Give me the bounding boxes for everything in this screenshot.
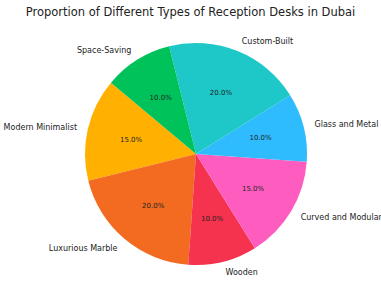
slice-label: Luxurious Marble — [49, 244, 118, 253]
slice — [111, 46, 196, 154]
data-label: 10.0% — [249, 134, 272, 142]
slice-label: Glass and Metal — [314, 120, 378, 129]
slice — [196, 154, 307, 248]
slice-label: Modern Minimalist — [4, 123, 77, 132]
slice-label: Space-Saving — [77, 46, 131, 55]
data-label: 20.0% — [142, 202, 165, 210]
title: Proportion of Different Types of Recepti… — [26, 5, 356, 19]
data-label: 15.0% — [242, 185, 265, 193]
data-label: 10.0% — [201, 215, 224, 223]
slice-label: Curved and Modular — [301, 213, 381, 222]
slices — [85, 43, 307, 265]
slice-label: Custom-Built — [242, 37, 293, 46]
data-label: 10.0% — [150, 94, 173, 102]
slice-label: Wooden — [226, 268, 258, 277]
chart: Proportion of Different Types of Recepti… — [0, 0, 381, 300]
data-label: 20.0% — [210, 89, 233, 97]
data-label: 15.0% — [120, 136, 143, 144]
